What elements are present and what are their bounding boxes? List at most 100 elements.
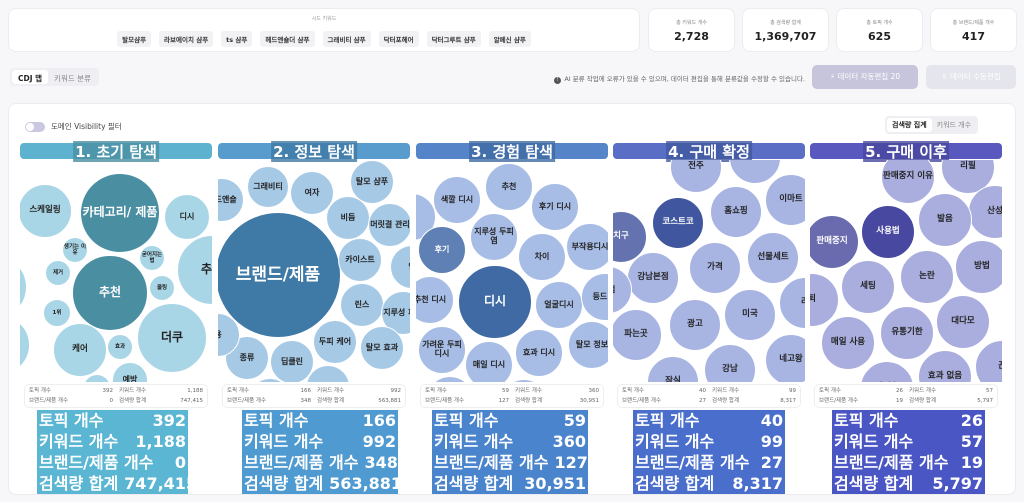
topic-bubble[interactable]: 차이 (518, 233, 566, 281)
topic-bubble[interactable]: 머릿결 관리 (368, 203, 410, 247)
topic-bubble[interactable]: 염 (390, 245, 410, 289)
topic-bubble[interactable]: 케어 (53, 323, 107, 377)
topic-bubble[interactable]: 스케일링 (20, 184, 72, 238)
topic-bubble[interactable]: 디시 (164, 194, 210, 240)
topic-bubble[interactable]: 탈모 샴푸 (350, 160, 394, 204)
topic-bubble[interactable]: 딥클린 (270, 340, 314, 382)
domain-visibility-toggle[interactable]: 도메인 Visibility 필터 (25, 121, 122, 132)
topic-bubble[interactable]: 색깔 디시 (433, 176, 481, 224)
topic-bubble[interactable]: 효과 없음 (918, 350, 972, 382)
topic-bubble[interactable]: 이마트 (765, 174, 805, 226)
seed-keyword-chip[interactable]: 닥터포헤어 (378, 31, 419, 47)
topic-bubble[interactable]: 파는곳 (613, 309, 662, 361)
topic-bubble[interactable]: 1위 (43, 299, 71, 327)
topic-bubble[interactable]: 발음 (918, 193, 972, 247)
topic-bubble[interactable]: 미국 (724, 289, 776, 341)
topic-bubble[interactable]: 사용법 (861, 205, 915, 259)
topic-bubble[interactable]: 부작용디시 (566, 223, 608, 271)
segment-search-volume[interactable]: 검색량 집계 (887, 118, 932, 132)
seed-keyword-chip[interactable]: 라보에이치 샴푸 (159, 31, 214, 47)
topic-bubble[interactable]: 강남 (704, 344, 756, 382)
topic-bubble[interactable]: 추천 (72, 255, 148, 331)
topic-bubble[interactable]: 매일 사용 (821, 316, 875, 370)
topic-bubble[interactable]: 생기는 이유 (62, 237, 88, 263)
auto-edit-button[interactable]: ⚡ 데이터 자동편집 20 (812, 65, 918, 89)
seed-keyword-chip[interactable]: 탈모샴푸 (117, 31, 152, 47)
stage-summary-card: 토픽 개수 59 키워드 개수 360 브랜드/제품 개수 127 검색량 합계 30,951 (420, 384, 604, 408)
overlay-value: 348 (364, 453, 398, 472)
topic-bubble[interactable]: 전주 (670, 160, 722, 193)
topic-bubble[interactable]: 대다모 (936, 295, 990, 349)
topic-bubble[interactable]: 탈모 정보 (568, 321, 608, 369)
overlay-value: 59 (563, 411, 586, 430)
seed-keyword-chip[interactable]: ts 샴푸 (221, 31, 253, 47)
topic-bubble[interactable]: 가려움 (860, 361, 914, 382)
overlay-row: 브랜드/제품 개수 0 (37, 452, 188, 473)
journey-stage-column: 3. 경험 탐색 추천 색깔 디시 후기 디시 후기 지루성 두피염 차이 부작용디시 디시 추천… (416, 141, 608, 495)
topic-bubble[interactable]: 판매중지 이유 (881, 160, 935, 204)
topic-bubble[interactable]: 코스트코 (652, 197, 704, 249)
seed-keyword-chip[interactable]: 그래비티 샴푸 (322, 31, 371, 47)
topic-bubble[interactable]: 헤드앤숄 (218, 178, 244, 222)
topic-bubble[interactable]: 가려운 두피디시 (418, 326, 466, 374)
topic-bubble[interactable]: 끈 (975, 340, 1002, 382)
topic-bubble[interactable]: 탈모 효과 (360, 326, 404, 370)
ai-notice: ! AI 분류 작업에 오류가 있을 수 있으며, 데이터 편집을 통해 분류값을… (554, 73, 805, 84)
topic-bubble[interactable]: 그래비티 (247, 166, 289, 208)
segment-keyword-count[interactable]: 키워드 개수 (936, 121, 972, 129)
topic-bubble[interactable]: 샴푸 (426, 376, 474, 382)
topic-bubble[interactable]: 라 (779, 277, 805, 329)
topic-bubble[interactable]: 등드 디 (581, 273, 608, 321)
topic-bubble[interactable]: 세팅 (841, 260, 895, 314)
topic-bubble[interactable]: 지루성 두피염 (470, 213, 518, 261)
toggle-switch[interactable] (25, 121, 45, 132)
seed-keyword-chip[interactable]: 닥터그루트 샴푸 (426, 31, 481, 47)
stage-header: 4. 구매 확정 (613, 141, 805, 162)
topic-bubble[interactable]: 가격 (689, 242, 741, 294)
topic-bubble[interactable]: 굳어지는 법 (139, 245, 165, 271)
topic-bubble[interactable]: 판매중지 (810, 215, 859, 269)
tab-cdj-map[interactable]: CDJ 맵 (12, 70, 49, 84)
topic-bubble[interactable]: 홈쇼핑 (710, 186, 762, 238)
topic-bubble[interactable]: 카테고리/ 제품 (80, 173, 160, 253)
summary-row: 키워드 개수 1,188 (119, 386, 203, 396)
topic-bubble[interactable]: 얼굴디시 (535, 281, 583, 329)
seed-keyword-chip[interactable]: 알페신 샴푸 (488, 31, 531, 47)
topic-bubble[interactable]: 쿨링 (149, 275, 175, 301)
topic-bubble[interactable]: 린스 (340, 283, 384, 327)
topic-bubble[interactable]: 추천 디시 (416, 276, 454, 324)
topic-bubble[interactable]: 유통기한 (880, 306, 934, 360)
topic-bubble[interactable]: 방법 (955, 240, 1002, 294)
topic-bubble[interactable]: 후기 디시 (531, 183, 579, 231)
topic-bubble[interactable]: 광고 (669, 299, 721, 351)
topic-bubble[interactable]: 더쿠 (137, 303, 207, 373)
topic-bubble[interactable]: 매일 디시 (465, 341, 513, 382)
topic-bubble[interactable]: 추천 (485, 163, 533, 211)
manual-edit-button[interactable]: ⇪ 데이터 수동편집 (926, 65, 1016, 89)
topic-bubble[interactable]: 네고왕 (765, 334, 805, 382)
topic-bubble[interactable]: 량 (20, 255, 27, 319)
topic-bubble[interactable]: 브랜드/제품 (218, 212, 341, 338)
seed-keyword-chip[interactable]: 헤드앤숄더 샴푸 (260, 31, 315, 47)
topic-bubble[interactable]: 추천 (177, 235, 212, 305)
topic-bubble[interactable]: 여자 (290, 171, 334, 215)
topic-bubble[interactable]: 선물세트 (747, 232, 799, 284)
topic-bubble[interactable]: 풋 (20, 315, 30, 375)
topic-bubble[interactable]: 두피 케어 (313, 320, 357, 364)
topic-bubble[interactable]: 효과 (107, 334, 133, 360)
topic-bubble[interactable]: 논란 (900, 250, 954, 304)
topic-bubble[interactable]: 카이스트 (338, 238, 382, 282)
overlay-row: 브랜드/제품 개수 348 (242, 452, 398, 473)
topic-bubble[interactable]: 효과 디시 (515, 329, 563, 377)
topic-bubble[interactable]: 잠실 (647, 356, 699, 382)
topic-bubble[interactable]: 후기 (418, 226, 466, 274)
overlay-label: 토픽 개수 (834, 411, 899, 430)
topic-bubble[interactable]: 비듬 (326, 196, 370, 240)
summary-row: 검색량 합계 8,317 (712, 396, 796, 406)
topic-bubble[interactable]: 제거 (45, 260, 71, 286)
topic-bubble[interactable]: 예방 (112, 362, 148, 382)
summary-value: 59 (502, 388, 509, 394)
tab-keyword-classification[interactable]: 키워드 분류 (54, 74, 91, 83)
topic-bubble[interactable]: 강남본점 (627, 252, 679, 304)
topic-bubble[interactable]: 디시 (458, 265, 532, 339)
